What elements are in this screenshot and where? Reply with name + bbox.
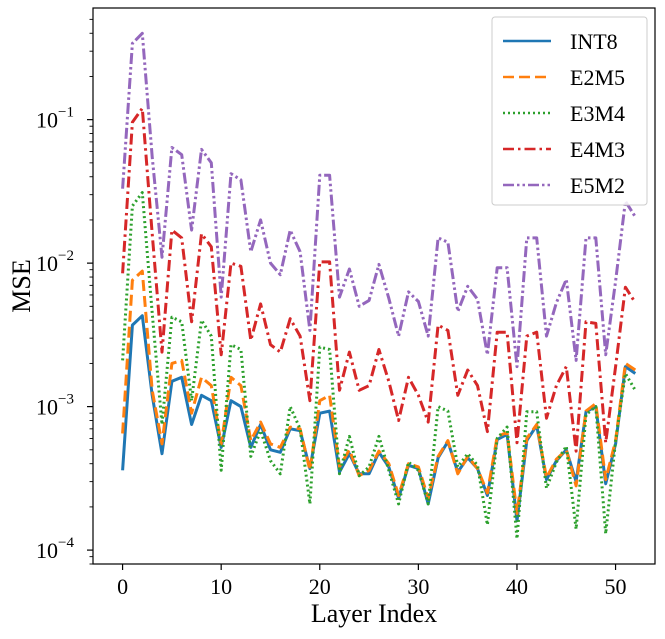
x-tick-label: 0 <box>117 574 128 599</box>
x-tick-label: 40 <box>506 574 528 599</box>
legend-label-int8: INT8 <box>570 29 618 54</box>
legend-label-e3m4: E3M4 <box>570 101 625 126</box>
y-tick-label: 10−2 <box>36 248 74 276</box>
x-tick-label: 20 <box>309 574 331 599</box>
series-line-e2m5 <box>121 269 637 515</box>
series-line-e3m4 <box>121 191 637 541</box>
y-axis-title: MSE <box>7 259 36 312</box>
series-line-int8 <box>121 314 637 523</box>
y-tick-label: 10−4 <box>36 535 74 563</box>
y-tick-label: 10−3 <box>36 392 74 420</box>
series-line-e4m3 <box>121 106 637 453</box>
x-tick-label: 50 <box>605 574 627 599</box>
series-line-e5m2 <box>121 31 637 369</box>
legend-label-e4m3: E4M3 <box>570 137 625 162</box>
legend-frame <box>491 16 648 206</box>
tick-layer: 0 10 20 30 40 50 10−4 10−3 10−2 10−1 <box>36 18 627 599</box>
x-axis-title: Layer Index <box>311 599 437 628</box>
plot-frame <box>92 7 656 565</box>
x-tick-label: 30 <box>407 574 429 599</box>
legend: INT8 E2M5 E3M4 E4M3 E5M2 <box>491 16 648 206</box>
legend-label-e5m2: E5M2 <box>570 173 625 198</box>
legend-label-e2m5: E2M5 <box>570 65 625 90</box>
series-layer <box>121 31 637 541</box>
y-tick-label: 10−1 <box>36 105 74 133</box>
x-tick-label: 10 <box>210 574 232 599</box>
